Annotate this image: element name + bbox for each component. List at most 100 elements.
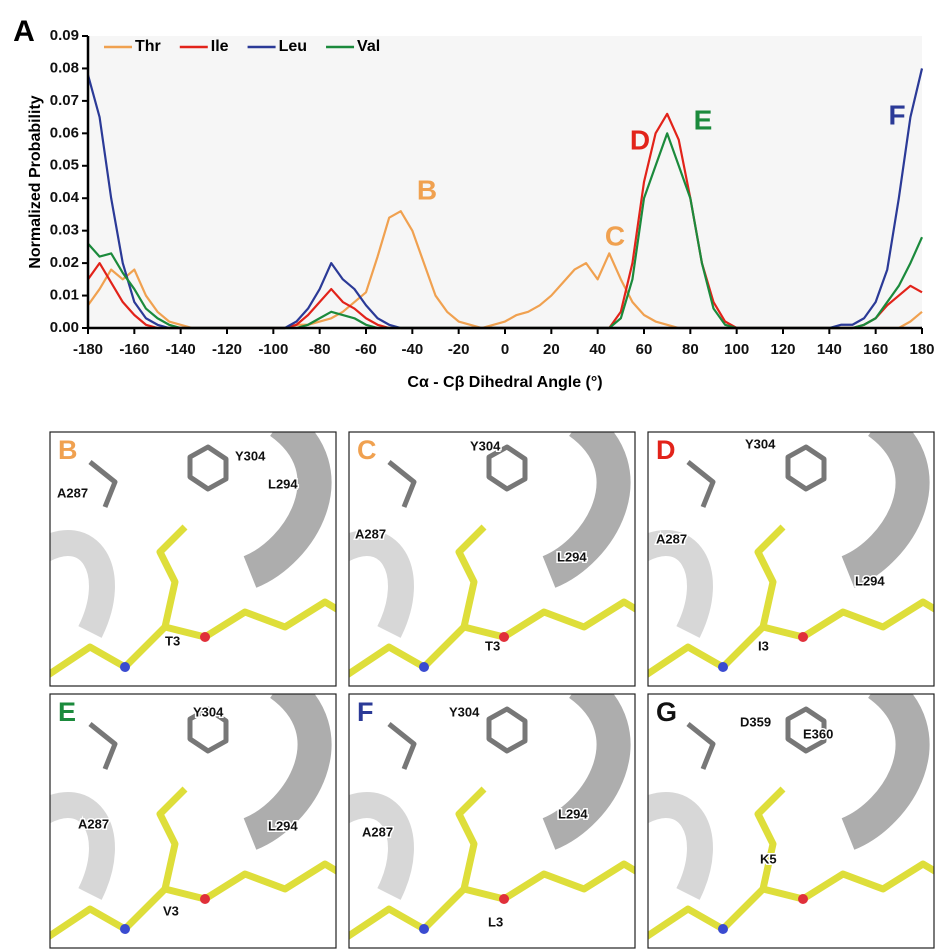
gray-sticks <box>387 706 528 770</box>
nitrogen <box>419 924 429 934</box>
residue-label: T3 <box>485 638 500 653</box>
structure-panel <box>648 432 934 686</box>
panel-border <box>348 431 636 687</box>
ribbon <box>541 432 631 588</box>
x-tick-label: -20 <box>448 341 470 358</box>
x-tick-label: 40 <box>589 341 606 358</box>
residue-label: I3 <box>758 638 769 653</box>
ribbon <box>242 694 332 850</box>
residue-label: V3 <box>163 903 179 918</box>
y-tick-label: 0.03 <box>50 222 79 239</box>
structure-panel <box>349 432 635 686</box>
ribbon <box>648 530 713 638</box>
residue-label: Y304 <box>235 448 266 463</box>
x-tick-label: 60 <box>636 341 653 358</box>
nitrogen <box>120 662 130 672</box>
y-tick-label: 0.02 <box>50 254 79 271</box>
panel-letter: C <box>357 435 377 465</box>
y-tick-label: 0.07 <box>50 92 79 109</box>
ribbon <box>840 694 930 850</box>
nitrogen <box>419 662 429 672</box>
residue-label: Y304 <box>470 438 501 453</box>
y-tick-label: 0.05 <box>50 157 79 174</box>
legend-label: Ile <box>211 38 229 55</box>
oxygen <box>200 894 210 904</box>
residue-label: A287 <box>355 526 386 541</box>
ribbon <box>648 792 713 900</box>
residue-label: L3 <box>488 914 503 929</box>
x-axis-title: Cα - Cβ Dihedral Angle (°) <box>407 374 602 391</box>
structure-panel <box>648 694 934 948</box>
panel-border <box>49 431 337 687</box>
gray-sticks <box>387 444 528 508</box>
ribbon <box>349 530 414 638</box>
ribbon <box>349 792 414 900</box>
gray-sticks <box>686 706 827 770</box>
panel-letter: E <box>58 697 76 727</box>
peak-annotation: D <box>630 124 650 155</box>
peak-annotation: B <box>417 174 437 205</box>
oxygen <box>499 894 509 904</box>
x-tick-label: 20 <box>543 341 560 358</box>
y-axis-title: Normalized Probability <box>27 95 44 268</box>
x-tick-label: -40 <box>401 341 423 358</box>
panel-border <box>647 693 935 949</box>
gray-sticks <box>88 706 229 770</box>
gray-sticks <box>686 444 827 508</box>
x-tick-label: -180 <box>73 341 103 358</box>
residue-label: L294 <box>855 573 885 588</box>
plot: 0.00 0.01 0.02 0.03 0.04 0.05 0.06 0.07 0.08 0.09… <box>50 27 935 358</box>
legend-label: Val <box>357 38 380 55</box>
x-tick-label: 140 <box>817 341 842 358</box>
x-tick-label: 120 <box>770 341 795 358</box>
oxygen <box>200 632 210 642</box>
panel-border <box>348 693 636 949</box>
side-chain-sticks <box>754 786 786 890</box>
oxygen <box>499 632 509 642</box>
legend-label: Leu <box>279 38 307 55</box>
residue-label: K5 <box>760 851 777 866</box>
side-chain-sticks <box>156 524 188 628</box>
ribbon <box>50 530 115 638</box>
ribbon <box>541 694 631 850</box>
residue-label: A287 <box>57 485 88 500</box>
residue-label: L294 <box>268 476 298 491</box>
x-tick-label: -120 <box>212 341 242 358</box>
plot-background <box>88 36 922 328</box>
y-tick-label: 0.06 <box>50 124 79 141</box>
residue-label: A287 <box>656 531 687 546</box>
ribbon <box>242 432 332 588</box>
oxygen <box>798 894 808 904</box>
x-tick-label: -60 <box>355 341 377 358</box>
residue-label: Y304 <box>745 436 776 451</box>
x-tick-label: -80 <box>309 341 331 358</box>
panel-border <box>49 693 337 949</box>
panel-border <box>647 431 935 687</box>
peak-annotation: E <box>694 104 713 135</box>
panel-label: A <box>13 15 35 48</box>
panel-letter: G <box>656 697 677 727</box>
ribbon <box>840 432 930 588</box>
nitrogen <box>718 924 728 934</box>
residue-label: A287 <box>362 824 393 839</box>
x-tick-label: 0 <box>501 341 509 358</box>
residue-label: D359 <box>740 714 771 729</box>
x-tick-label: -140 <box>166 341 196 358</box>
structure-panel <box>50 432 336 686</box>
x-tick-label: 180 <box>909 341 934 358</box>
oxygen <box>798 632 808 642</box>
residue-label: T3 <box>165 633 180 648</box>
side-chain-sticks <box>156 786 188 890</box>
y-tick-label: 0.00 <box>50 319 79 336</box>
side-chain-sticks <box>455 524 487 628</box>
side-chain-sticks <box>455 786 487 890</box>
y-tick-label: 0.04 <box>50 189 80 206</box>
legend-label: Thr <box>135 38 161 55</box>
residue-label: L294 <box>557 549 587 564</box>
panel-letter: B <box>58 435 78 465</box>
residue-label: L294 <box>268 818 298 833</box>
gray-sticks <box>88 444 229 508</box>
y-tick-label: 0.01 <box>50 287 79 304</box>
